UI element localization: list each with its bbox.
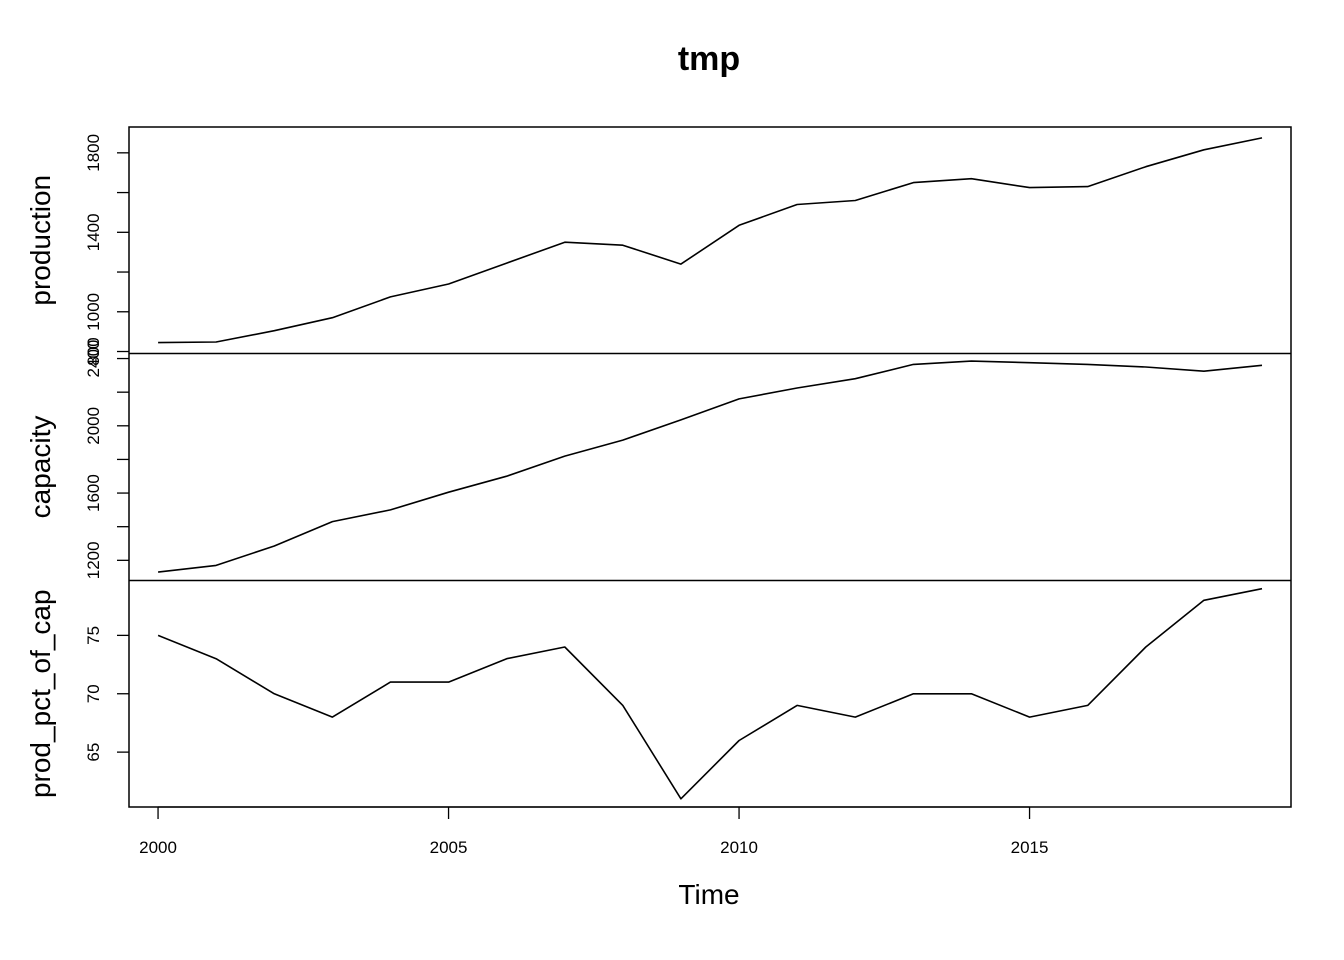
series-line-prod_pct_of_cap xyxy=(157,587,1263,800)
chart-title: tmp xyxy=(678,40,740,78)
panel-capacity: 1200 1600 2000 2400 capacity xyxy=(25,340,1263,579)
y-tick-label: 1000 xyxy=(84,293,103,331)
y-tick-label: 2400 xyxy=(84,340,103,378)
panels: 800 1000 1400 1800 production 1200 1600 2000 240… xyxy=(25,134,1263,800)
series-line-capacity xyxy=(158,360,1263,573)
series-line-production xyxy=(158,137,1263,344)
x-tick-label: 2005 xyxy=(430,838,468,857)
y-tick-label: 1200 xyxy=(84,541,103,579)
x-tick-label: 2000 xyxy=(139,838,177,857)
y-tick-label: 1600 xyxy=(84,474,103,512)
panel-production: 800 1000 1400 1800 production xyxy=(25,134,1263,366)
x-tick-label: 2015 xyxy=(1011,838,1049,857)
panel-prod_pct_of_cap: 65 70 75 prod_pct_of_cap xyxy=(25,587,1263,800)
x-axis: 2000 2005 2010 2015 xyxy=(139,806,1049,857)
y-axis-title-production: production xyxy=(25,175,56,306)
y-tick-label: 65 xyxy=(84,743,103,762)
y-tick-label: 800 xyxy=(84,337,103,365)
y-tick-label: 2000 xyxy=(84,407,103,445)
y-tick-label: 1400 xyxy=(84,213,103,251)
y-axis-title-capacity: capacity xyxy=(25,416,56,519)
y-tick-label: 1800 xyxy=(84,134,103,172)
x-tick-label: 2010 xyxy=(720,838,758,857)
y-tick-label: 70 xyxy=(84,684,103,703)
y-tick-label: 75 xyxy=(84,626,103,645)
y-axis-title-prod_pct_of_cap: prod_pct_of_cap xyxy=(25,589,56,798)
x-axis-title: Time xyxy=(678,879,739,910)
